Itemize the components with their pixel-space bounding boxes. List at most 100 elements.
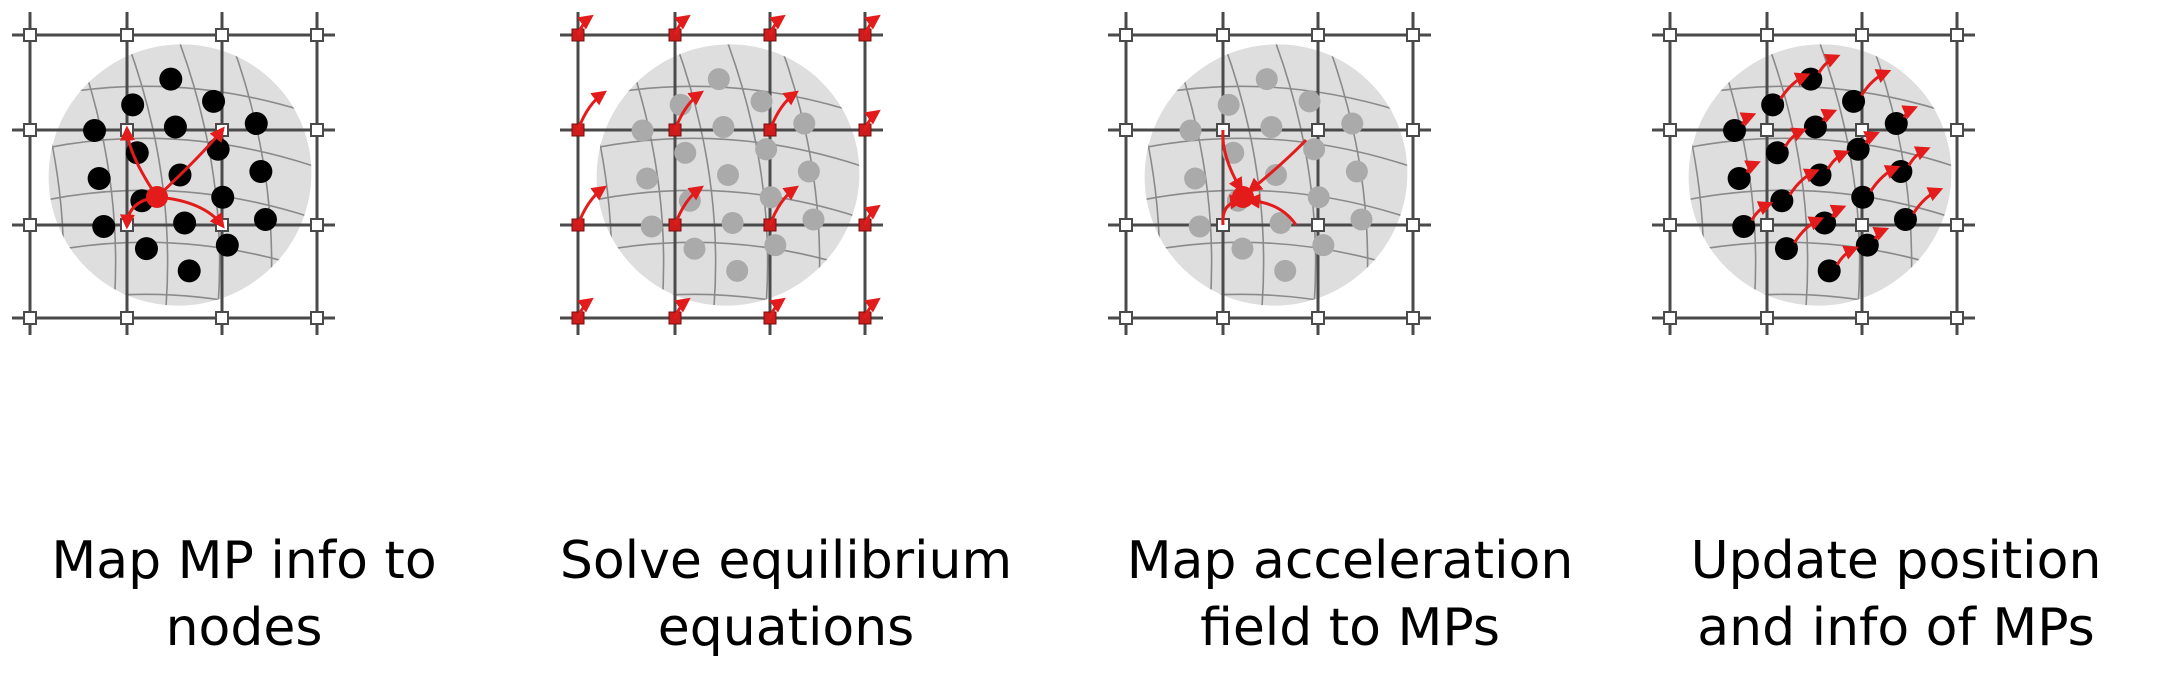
material-point: [683, 237, 706, 260]
material-point: [1893, 207, 1917, 231]
mesh-line: [299, 0, 363, 357]
material-point: [1851, 185, 1875, 209]
arrows: [1739, 53, 1944, 266]
material-point: [1774, 237, 1798, 261]
grid-node: [1760, 28, 1774, 42]
grid-node: [1216, 28, 1230, 42]
material-point: [1350, 208, 1373, 231]
material-point: [1341, 112, 1364, 135]
material-point: [1179, 119, 1202, 142]
material-point: [206, 137, 230, 161]
panel-map-to-nodes: [0, 0, 363, 357]
mesh-line: [1093, 0, 1109, 357]
velocity-arrow: [863, 14, 881, 36]
material-point: [1260, 116, 1283, 139]
material-point: [1188, 215, 1211, 238]
caption-line-1: Map acceleration: [1126, 531, 1574, 591]
material-point: [134, 237, 158, 261]
velocity-arrow: [1901, 105, 1919, 120]
grid-node: [310, 218, 324, 232]
velocity-arrow: [768, 297, 786, 319]
mesh-line: [1472, 0, 1548, 400]
caption-line-1: Map MP info to: [51, 531, 437, 591]
mesh-line: [545, 345, 911, 357]
material-point: [249, 160, 273, 184]
caption-line-2: nodes: [165, 598, 323, 658]
material-point: [121, 93, 145, 117]
grid-node: [1950, 28, 1964, 42]
velocity-arrow: [576, 185, 607, 226]
grid-node: [310, 123, 324, 137]
material-point: [1842, 89, 1866, 113]
material-point: [793, 112, 816, 135]
arrows: [576, 14, 881, 319]
material-point: [83, 119, 107, 143]
grid-node: [1406, 311, 1420, 325]
panel-solve-equilibrium: [380, 0, 911, 400]
velocity-arrow: [1872, 227, 1890, 241]
mapping-arrow: [1247, 138, 1308, 194]
material-point: [712, 116, 735, 139]
velocity-arrow: [1860, 69, 1892, 97]
velocity-arrow: [1783, 127, 1808, 148]
material-point: [1231, 237, 1254, 260]
grid-node: [23, 123, 37, 137]
grid-node: [215, 311, 229, 325]
caption-solve-equilibrium: Solve equilibrium equations: [546, 528, 1026, 662]
grid-node: [1119, 28, 1133, 42]
velocity-arrow: [1863, 131, 1880, 145]
grid-node: [1855, 123, 1869, 137]
caption-map-to-mps: Map acceleration field to MPs: [1110, 528, 1590, 662]
velocity-arrow: [1835, 245, 1859, 266]
mesh-line: [380, 0, 456, 400]
grid-node: [1663, 123, 1677, 137]
panel-update-mps: [1472, 0, 2003, 400]
material-point: [1217, 93, 1240, 116]
grid-node: [1406, 28, 1420, 42]
material-point: [202, 89, 226, 113]
material-point: [1770, 189, 1794, 213]
grid-node: [1950, 123, 1964, 137]
material-point: [726, 259, 749, 282]
velocity-arrow: [673, 14, 691, 36]
mesh-line: [1395, 0, 1459, 357]
material-point: [1255, 68, 1278, 91]
caption-line-2: equations: [657, 598, 915, 658]
background-grid: [1652, 12, 1975, 335]
velocity-arrow: [863, 109, 881, 131]
mapping-arrow: [155, 126, 225, 199]
material-point: [1761, 93, 1785, 117]
material-point: [159, 67, 183, 91]
velocity-arrow: [673, 90, 704, 131]
material-point: [163, 115, 187, 139]
velocity-arrow: [1817, 53, 1841, 74]
material-point: [802, 208, 825, 231]
material-point: [764, 234, 787, 257]
panel-map-to-mps: [1093, 0, 1459, 357]
material-point: [173, 211, 197, 235]
material-point: [1303, 138, 1326, 161]
grid-node: [120, 311, 134, 325]
mesh-line: [1939, 0, 2003, 357]
material-point: [1269, 211, 1292, 234]
velocity-arrow: [1829, 204, 1847, 219]
grid-node: [1311, 123, 1325, 137]
velocity-arrow: [1912, 187, 1944, 215]
grid-node: [23, 28, 37, 42]
velocity-arrow: [576, 90, 607, 131]
velocity-arrow: [673, 185, 704, 226]
velocity-arrow: [1907, 146, 1931, 167]
velocity-arrow: [768, 185, 799, 226]
grid-node: [23, 311, 37, 325]
caption-line-2: and info of MPs: [1697, 598, 2095, 658]
material-point: [1307, 186, 1330, 209]
caption-line-2: field to MPs: [1200, 598, 1500, 658]
mesh-line: [545, 0, 561, 357]
grid-node: [1663, 218, 1677, 232]
material-point: [636, 167, 659, 190]
velocity-arrow: [1826, 149, 1850, 170]
material-point: [797, 160, 820, 183]
material-point: [631, 119, 654, 142]
grid-node: [1663, 28, 1677, 42]
material-point: [640, 215, 663, 238]
